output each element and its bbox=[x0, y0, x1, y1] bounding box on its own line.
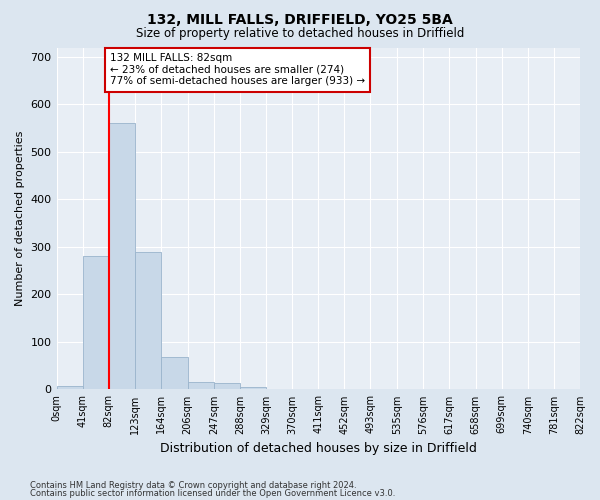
Bar bbox=[214, 383, 240, 390]
Bar bbox=[161, 357, 188, 390]
Bar bbox=[188, 382, 214, 390]
Y-axis label: Number of detached properties: Number of detached properties bbox=[15, 131, 25, 306]
X-axis label: Distribution of detached houses by size in Driffield: Distribution of detached houses by size … bbox=[160, 442, 477, 455]
Text: 132 MILL FALLS: 82sqm
← 23% of detached houses are smaller (274)
77% of semi-det: 132 MILL FALLS: 82sqm ← 23% of detached … bbox=[110, 53, 365, 86]
Bar bbox=[83, 256, 109, 390]
Text: 132, MILL FALLS, DRIFFIELD, YO25 5BA: 132, MILL FALLS, DRIFFIELD, YO25 5BA bbox=[147, 12, 453, 26]
Bar bbox=[56, 386, 83, 390]
Bar bbox=[109, 124, 135, 390]
Bar bbox=[240, 387, 266, 390]
Text: Contains public sector information licensed under the Open Government Licence v3: Contains public sector information licen… bbox=[30, 489, 395, 498]
Text: Contains HM Land Registry data © Crown copyright and database right 2024.: Contains HM Land Registry data © Crown c… bbox=[30, 480, 356, 490]
Text: Size of property relative to detached houses in Driffield: Size of property relative to detached ho… bbox=[136, 28, 464, 40]
Bar bbox=[135, 252, 161, 390]
